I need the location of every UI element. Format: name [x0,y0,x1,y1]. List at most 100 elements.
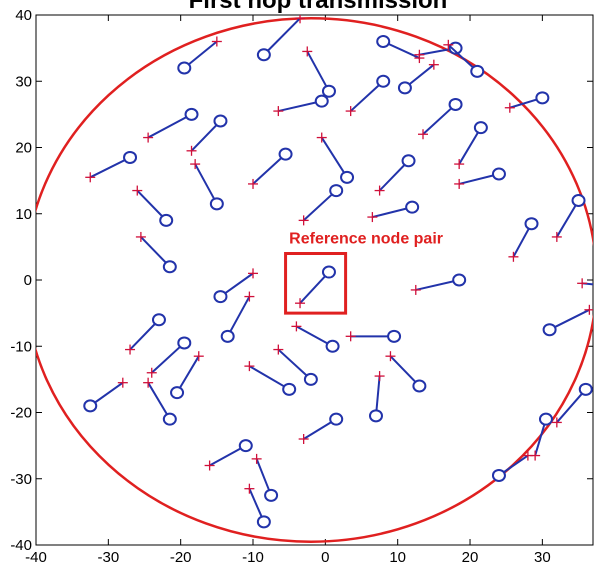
receiver-node-circle [542,323,557,337]
x-tick-label: -20 [170,549,192,566]
receiver-node-circle [538,412,553,426]
pair-link [556,388,587,424]
node-pair [454,167,506,189]
receiver-node-circle [314,94,329,108]
node-pairs [83,15,593,529]
receiver-node-circle [303,372,318,386]
plot-inner [36,15,593,543]
pair-link [176,355,200,394]
receiver-node-circle [213,114,228,128]
y-tick-label: 0 [24,272,32,289]
node-pair [443,39,485,78]
pair-link [129,319,160,351]
receiver-node-circle [321,265,336,279]
receiver-node-circle [177,336,192,350]
node-pair [213,268,259,304]
pair-link [415,279,460,291]
receiver-node-circle [578,382,593,396]
node-pair [491,450,533,482]
pair-link [226,296,251,337]
node-pair [204,439,253,471]
pair-link [349,80,384,112]
node-pair [256,15,306,62]
receiver-node-circle [401,154,416,168]
receiver-node-circle [213,290,228,304]
receiver-node-circle [184,107,199,121]
node-pair [273,344,318,386]
receiver-node-circle [209,197,224,211]
node-pair [248,147,293,189]
node-pair [551,382,593,428]
pair-link [422,103,457,135]
node-pair [244,483,271,529]
receiver-node-circle [162,260,177,274]
receiver-node-circle [368,409,383,423]
receiver-node-circle [340,170,355,184]
pair-link [306,50,330,92]
pair-link [549,308,590,331]
node-pair [220,291,255,343]
receiver-node-circle [470,64,485,78]
node-pair [397,59,439,95]
pair-link [151,342,185,374]
pair-link [320,137,348,178]
node-pair [345,329,402,343]
pair-link [299,271,330,304]
receiver-node-circle [329,412,344,426]
x-tick-label: -10 [242,549,264,566]
node-pair [385,351,427,393]
receiver-node-circle [123,150,138,164]
node-pair [295,265,336,309]
node-pair [302,46,336,98]
receiver-node-circle [151,313,166,327]
node-pair [577,278,593,289]
pair-link [277,348,312,381]
node-pair [177,36,222,75]
y-tick-label: 10 [15,206,32,223]
node-pair [345,74,391,117]
pair-link [378,160,410,192]
receiver-node-circle [448,97,463,111]
pair-link [194,163,218,205]
x-tick-label: 10 [389,549,406,566]
pair-link [374,375,381,416]
receiver-node-circle [278,147,293,161]
pair-link [147,113,192,139]
pair-link [582,282,593,286]
node-pair [454,121,488,170]
y-tick-label: 40 [15,7,32,24]
node-pair [298,184,344,226]
pair-link [248,365,290,391]
node-pair [251,453,279,502]
receiver-node-circle [238,439,253,453]
y-tick-label: 20 [15,140,32,157]
node-pair [125,313,166,355]
x-tick-label: -30 [97,549,119,566]
receiver-node-circle [405,200,420,214]
axes-frame [35,14,594,546]
y-tick-label: 30 [15,73,32,90]
receiver-node-circle [264,488,279,502]
node-pair [143,377,177,426]
y-tick-label: -30 [10,471,32,488]
reference-box [284,252,348,315]
node-pair [190,159,224,211]
x-tick-label: -40 [25,549,47,566]
node-pair [376,35,425,64]
boundary-circle [36,17,593,543]
node-pair [186,114,228,156]
receiver-node-circle [412,379,427,393]
receiver-node-circle [256,48,271,62]
node-pair [273,94,329,117]
node-pair [508,217,539,262]
pair-link [278,100,322,113]
y-tick-label: -10 [10,338,32,355]
node-pair [83,377,128,413]
pair-link [263,17,301,56]
pair-link [302,189,337,222]
plot-area [35,14,594,546]
receiver-node-circle [325,339,340,353]
node-pair [368,371,385,423]
receiver-node-circle [177,61,192,75]
